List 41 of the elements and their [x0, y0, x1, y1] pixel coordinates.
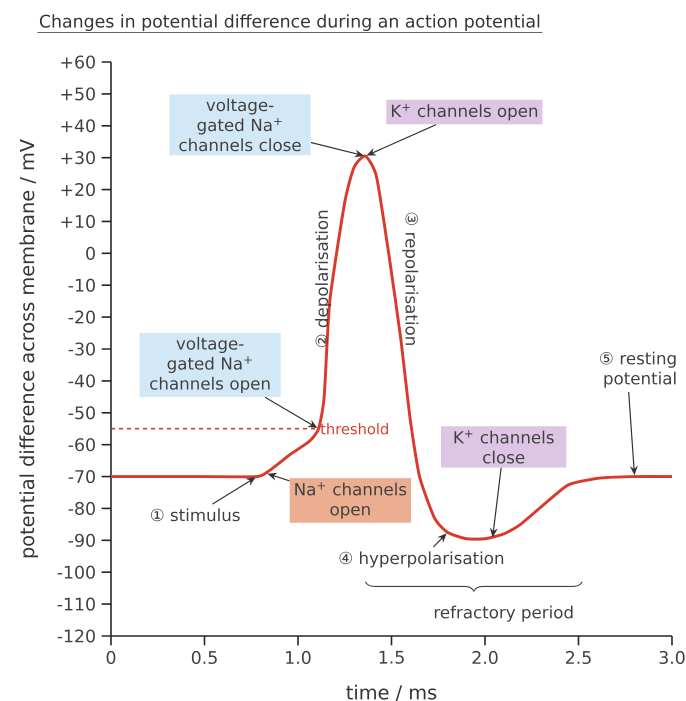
y-tick-label: -50: [68, 406, 95, 420]
y-tick-label: -10: [68, 278, 95, 292]
annotation: voltage-gated Na$^{+}$ channels open: [150, 336, 270, 394]
chart-title: Changes in potential difference during an action potential: [40, 14, 540, 32]
x-tick-label: 1.5: [380, 650, 404, 664]
annotation: ② depolarisation: [315, 210, 332, 348]
x-tick-label: 1.0: [286, 650, 311, 664]
ref-line-label: threshold: [320, 423, 388, 434]
y-tick-label: -40: [68, 374, 95, 388]
y-tick-label: -30: [68, 342, 95, 356]
annotation: K$^{+}$ channels close: [454, 430, 554, 464]
y-tick-label: -90: [68, 534, 95, 547]
annotation: ④ hyperpolarisation: [340, 551, 504, 568]
y-tick-label: -20: [68, 310, 95, 324]
y-tick-label: +60: [61, 55, 95, 69]
y-tick-label: -80: [68, 502, 95, 515]
y-axis-title: potential difference across membrane / mV: [19, 139, 38, 558]
y-tick-label: +40: [61, 119, 95, 132]
y-tick-label: -70: [68, 470, 95, 484]
y-tick-label: +50: [61, 87, 95, 100]
x-tick-label: 0: [106, 650, 116, 664]
annotation: ① stimulus: [151, 508, 240, 522]
x-tick-label: 3.0: [660, 650, 685, 664]
y-tick-label: -60: [68, 438, 95, 452]
y-tick-label: +10: [61, 214, 95, 228]
y-tick-label: +30: [61, 151, 95, 164]
x-axis-title: time / ms: [346, 684, 436, 701]
annotation: Na$^{+}$ channels open: [295, 482, 406, 519]
annotation: refractory period: [434, 606, 573, 622]
x-tick-label: 2.0: [472, 650, 498, 664]
y-tick-label: -100: [58, 566, 95, 579]
annotation: ③ repolarisation: [402, 212, 418, 345]
y-tick-label: -110: [58, 598, 95, 611]
x-tick-label: 0.5: [192, 650, 217, 664]
annotation: voltage-gated Na$^{+}$ channels close: [179, 98, 301, 152]
x-tick-label: 2.5: [566, 650, 591, 664]
annotation: K$^{+}$ channels open: [392, 104, 538, 120]
y-tick-label: 0: [86, 246, 95, 260]
y-tick-label: -120: [58, 629, 95, 643]
y-tick-label: +20: [61, 183, 95, 196]
annotation: ⑤ resting potential: [600, 352, 676, 388]
